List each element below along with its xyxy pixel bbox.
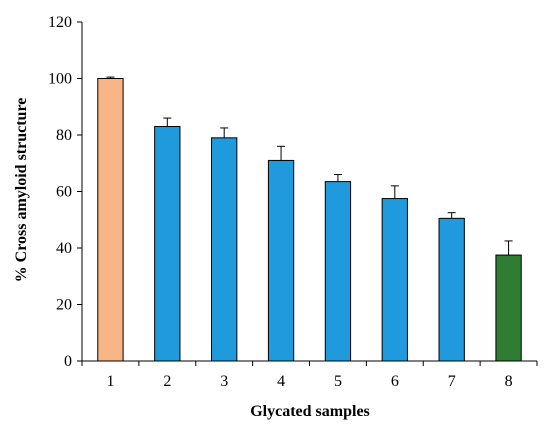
y-tick-label: 40 [56, 240, 72, 257]
x-tick-label: 4 [277, 373, 285, 390]
y-tick-label: 60 [56, 184, 72, 201]
y-tick-label: 120 [48, 14, 72, 31]
bar-2 [154, 126, 181, 362]
y-axis-title: % Cross amyloid structure [13, 98, 30, 283]
x-tick-label: 5 [334, 373, 342, 390]
bar-6 [381, 198, 408, 362]
y-tick-label: 80 [56, 127, 72, 144]
bar-8 [495, 254, 522, 362]
error-bars [106, 76, 513, 256]
bar-4 [267, 159, 295, 362]
bar-3 [211, 137, 238, 362]
x-axis: 1 2 3 4 5 6 7 8 [81, 360, 538, 390]
x-tick-label: 1 [106, 373, 114, 390]
bar-5 [324, 181, 352, 362]
x-axis-title: Glycated samples [250, 403, 370, 420]
bars [97, 78, 522, 362]
x-tick-label: 8 [505, 373, 513, 390]
y-tick-label: 0 [64, 353, 72, 370]
x-tick-label: 3 [220, 373, 228, 390]
x-tick-label: 7 [448, 373, 456, 390]
y-tick-label: 100 [48, 71, 72, 88]
x-tick-label: 2 [163, 373, 171, 390]
bar-1 [97, 78, 124, 362]
y-axis: 0 20 40 60 80 100 120 [48, 14, 83, 370]
bar-7 [438, 217, 465, 362]
x-tick-label: 6 [391, 373, 399, 390]
y-tick-label: 20 [56, 297, 72, 314]
